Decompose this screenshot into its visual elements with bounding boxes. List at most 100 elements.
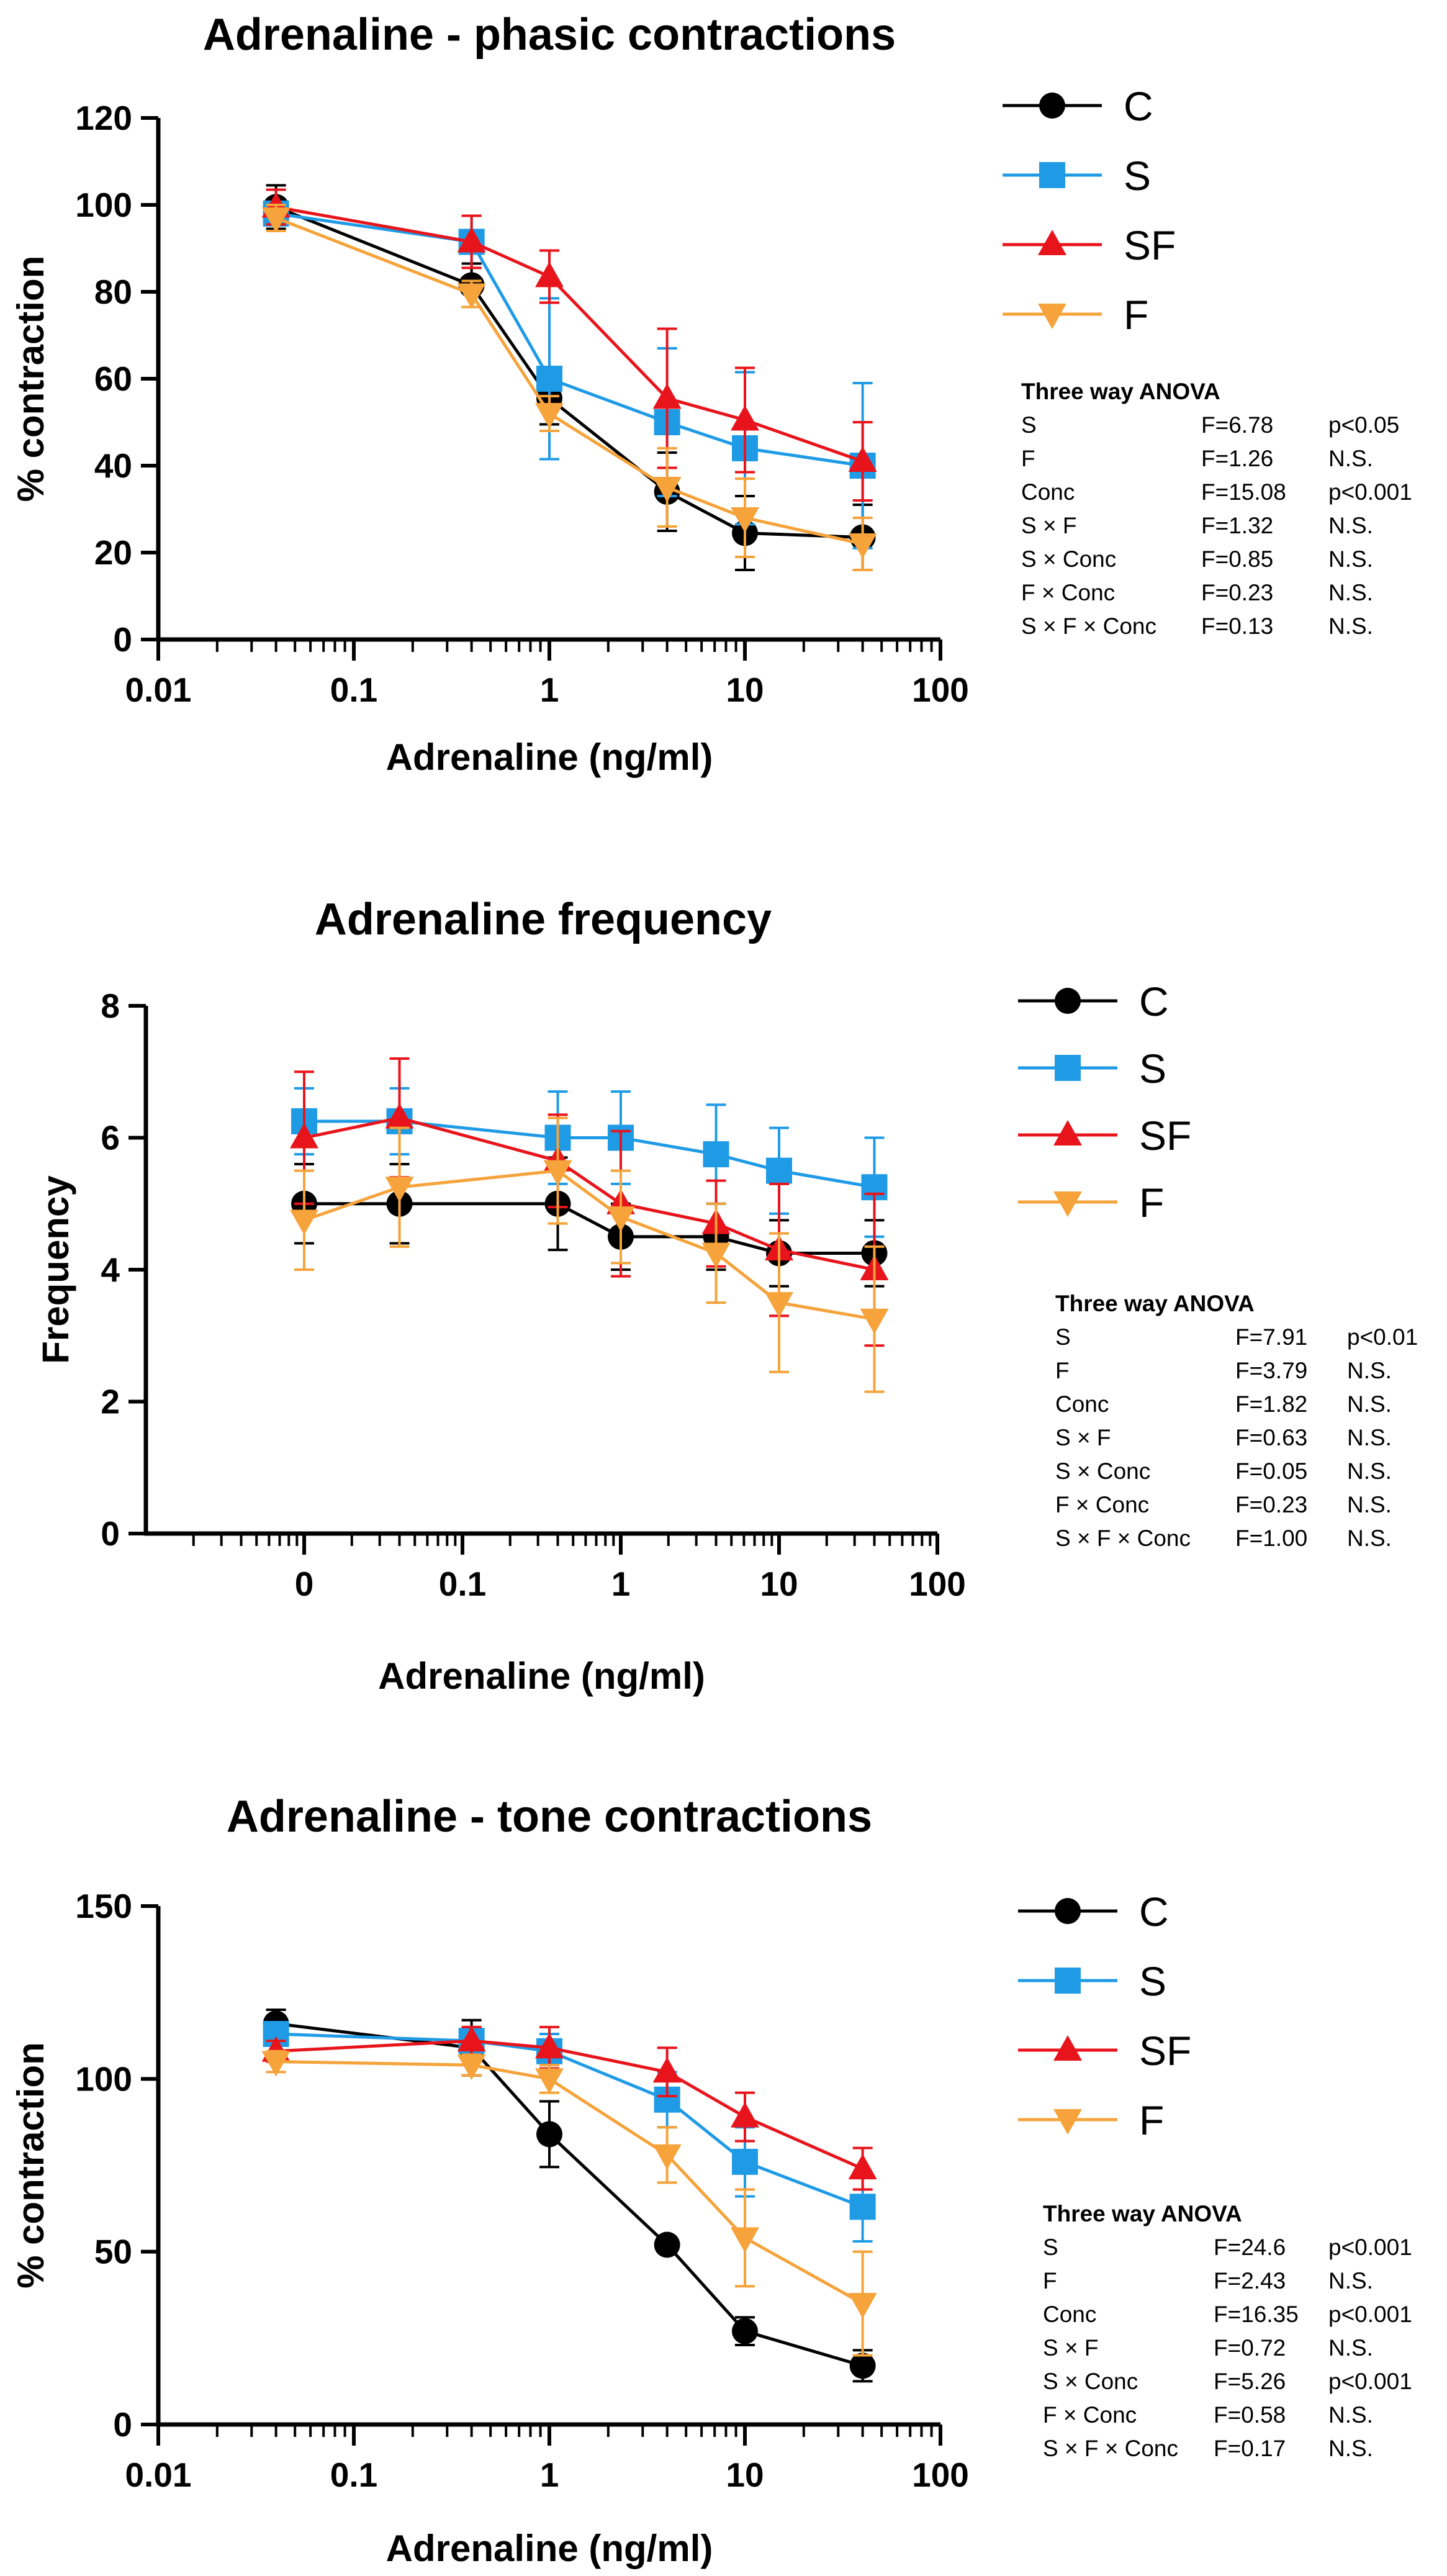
- legend-marker-F: [1053, 2109, 1082, 2135]
- y-tick-label: 50: [94, 2233, 132, 2271]
- anova-table: Three way ANOVA S F=6.78 p<0.05 F F=1.26 N.S. C…: [1021, 379, 1412, 639]
- anova-term: F: [1055, 1358, 1070, 1383]
- x-tick-label: 0: [295, 1565, 314, 1603]
- anova-term: S × Conc: [1055, 1458, 1150, 1484]
- data-point-F: [701, 1242, 731, 1268]
- legend-marker-S: [1039, 162, 1065, 188]
- anova-significance: N.S.: [1328, 446, 1373, 471]
- data-point-F: [731, 2227, 759, 2253]
- data-point-F: [848, 2293, 877, 2319]
- anova-stat: F=6.78: [1201, 412, 1273, 438]
- data-point-F: [261, 2051, 291, 2077]
- legend-label-SF: SF: [1139, 2028, 1191, 2074]
- x-axis-label: Adrenaline (ng/ml): [386, 736, 713, 778]
- anova-term: S × F × Conc: [1043, 2436, 1178, 2461]
- chart-title: Adrenaline - phasic contractions: [203, 10, 896, 60]
- series-line-F: [276, 2060, 863, 2305]
- anova-stat: F=0.17: [1214, 2436, 1286, 2461]
- y-tick-label: 60: [94, 359, 132, 398]
- data-point-SF: [535, 261, 564, 287]
- data-point-F: [290, 1209, 318, 1236]
- anova-significance: N.S.: [1328, 546, 1373, 572]
- anova-significance: p<0.001: [1328, 479, 1412, 505]
- series-line-C: [275, 206, 863, 539]
- anova-significance: N.S.: [1347, 1458, 1392, 1484]
- legend-label-C: C: [1124, 83, 1153, 129]
- series-S: [263, 201, 876, 549]
- anova-term: S: [1055, 1324, 1071, 1350]
- series-line-S: [276, 2032, 863, 2208]
- data-point-C: [849, 2352, 876, 2379]
- anova-significance: N.S.: [1347, 1391, 1392, 1417]
- legend-marker-S: [1055, 1055, 1081, 1081]
- data-point-F: [535, 403, 564, 428]
- data-point-C: [654, 2231, 680, 2258]
- legend-marker-SF: [1053, 1120, 1082, 1146]
- legend-label-S: S: [1139, 1046, 1166, 1091]
- legend-label-SF: SF: [1124, 222, 1176, 268]
- chart-panel-1: Adrenaline - phasic contractions 0 20 40 60 8…: [10, 10, 1412, 778]
- y-tick-label: 2: [101, 1383, 120, 1421]
- legend-marker-F: [1038, 304, 1066, 329]
- data-point-C: [536, 2121, 562, 2148]
- legend-marker-F: [1053, 1191, 1082, 1217]
- anova-table: Three way ANOVA S F=24.6 p<0.001 F F=2.43 N.S.…: [1043, 2201, 1412, 2461]
- data-point-SF: [848, 2154, 877, 2180]
- anova-stat: F=0.63: [1235, 1425, 1307, 1450]
- anova-stat: F=1.82: [1235, 1391, 1307, 1417]
- series-line-SF: [276, 206, 863, 463]
- x-tick-label: 0.1: [330, 671, 377, 709]
- y-tick-label: 4: [101, 1250, 120, 1289]
- anova-significance: p<0.001: [1328, 2369, 1412, 2394]
- series-F: [290, 1116, 889, 1393]
- anova-stat: F=16.35: [1214, 2302, 1299, 2327]
- data-point-F: [457, 2054, 486, 2081]
- legend-label-S: S: [1139, 1958, 1166, 2004]
- x-tick-label: 1: [540, 671, 559, 709]
- data-point-S: [536, 366, 562, 392]
- legend-label-F: F: [1124, 292, 1148, 338]
- x-axis-label: Adrenaline (ng/ml): [378, 1655, 705, 1697]
- legend: CS SF F: [1018, 1889, 1191, 2143]
- data-point-F: [765, 1292, 793, 1318]
- anova-term: F × Conc: [1055, 1492, 1149, 1517]
- series-SF: [261, 188, 877, 502]
- anova-significance: N.S.: [1347, 1425, 1392, 1450]
- series-C: [263, 184, 876, 571]
- anova-stat: F=0.13: [1201, 613, 1273, 639]
- x-tick-label: 0.1: [439, 1565, 486, 1603]
- anova-term: S × F × Conc: [1055, 1525, 1191, 1551]
- y-tick-label: 100: [75, 2059, 132, 2098]
- anova-term: S × F: [1055, 1425, 1111, 1450]
- x-tick-label: 0.01: [125, 2456, 191, 2494]
- data-point-SF: [731, 2102, 759, 2128]
- anova-stat: F=0.23: [1201, 580, 1273, 605]
- x-tick-label: 1: [611, 1565, 631, 1603]
- series-C: [263, 2009, 876, 2383]
- anova-term: S: [1043, 2235, 1058, 2260]
- data-point-SF: [848, 446, 877, 472]
- anova-significance: N.S.: [1328, 2402, 1373, 2428]
- series-S: [263, 2020, 876, 2243]
- y-tick-label: 120: [75, 99, 132, 137]
- anova-stat: F=3.79: [1235, 1358, 1307, 1383]
- data-point-F: [652, 2144, 682, 2170]
- y-tick-label: 6: [101, 1119, 120, 1157]
- y-axis-label: % contraction: [10, 2042, 52, 2289]
- series-F: [261, 2050, 877, 2357]
- chart-title: Adrenaline - tone contractions: [227, 1792, 872, 1842]
- legend-label-C: C: [1139, 978, 1169, 1024]
- anova-significance: p<0.001: [1328, 2235, 1412, 2260]
- x-tick-label: 100: [912, 671, 969, 709]
- legend-label-SF: SF: [1139, 1113, 1191, 1159]
- data-point-SF: [731, 405, 759, 431]
- anova-significance: N.S.: [1328, 2335, 1373, 2361]
- anova-stat: F=0.23: [1235, 1492, 1307, 1517]
- data-point-F: [848, 533, 877, 559]
- legend-label-C: C: [1139, 1889, 1169, 1935]
- legend-marker-C: [1055, 988, 1081, 1014]
- anova-stat: F=1.00: [1235, 1525, 1307, 1551]
- anova-term: S: [1021, 412, 1037, 438]
